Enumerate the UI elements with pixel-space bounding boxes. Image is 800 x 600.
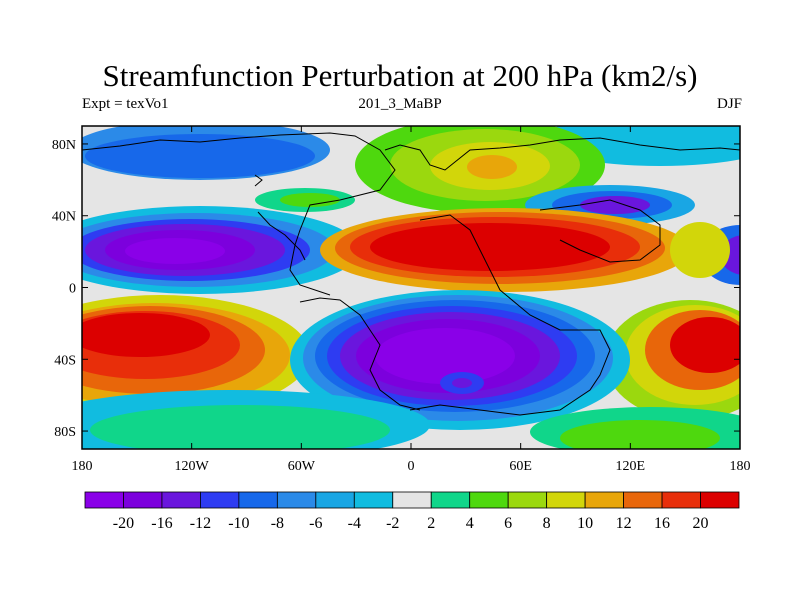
coastlines xyxy=(82,132,740,416)
colorbar-swatch xyxy=(276,491,317,509)
y-tick-label: 40S xyxy=(54,353,76,368)
y-axis: 80N 40N 0 40S 80S xyxy=(52,138,740,440)
colorbar-label: 6 xyxy=(504,515,512,532)
colorbar-swatch xyxy=(700,491,740,509)
colorbar-swatch xyxy=(584,491,624,509)
y-tick-label: 40N xyxy=(52,210,76,225)
colorbar-label: 8 xyxy=(543,515,551,532)
colorbar-label: -2 xyxy=(386,515,399,532)
x-axis: 180 120W 60W 0 60E 120E 180 xyxy=(72,126,751,474)
colorbar-swatch xyxy=(315,491,355,509)
colorbar-swatch xyxy=(546,491,586,509)
colorbar-label: -12 xyxy=(190,515,211,532)
colorbar-label: 4 xyxy=(466,515,474,532)
x-tick-label: 180 xyxy=(72,459,93,474)
colorbar-label: -10 xyxy=(228,515,249,532)
colorbar-swatch xyxy=(507,491,548,509)
colorbar-swatch xyxy=(238,491,278,509)
colorbar-swatch xyxy=(200,491,240,509)
colorbar-swatch xyxy=(661,491,701,509)
colorbar-label: 16 xyxy=(654,515,670,532)
contour-field xyxy=(82,126,740,449)
y-tick-label: 0 xyxy=(69,282,76,297)
x-tick-label: 0 xyxy=(408,459,415,474)
chart-title: Streamfunction Perturbation at 200 hPa (… xyxy=(102,58,698,93)
colorbar-swatch xyxy=(161,491,201,509)
x-tick-label: 120E xyxy=(616,459,646,474)
colorbar-swatch xyxy=(430,491,471,509)
colorbar-label: -8 xyxy=(271,515,284,532)
colorbar-label: -6 xyxy=(309,515,322,532)
colorbar-label: -20 xyxy=(113,515,134,532)
y-tick-label: 80N xyxy=(52,138,76,153)
x-tick-label: 180 xyxy=(730,459,751,474)
colorbar-swatch xyxy=(469,491,509,509)
colorbar: -20 -16 -12 -10 -8 -6 -4 -2 2 4 6 8 10 12 16 20 xyxy=(84,491,740,532)
colorbar-swatch xyxy=(623,491,663,509)
x-tick-label: 120W xyxy=(175,459,210,474)
colorbar-label: -16 xyxy=(151,515,172,532)
y-tick-label: 80S xyxy=(54,425,76,440)
colorbar-swatch xyxy=(84,491,124,509)
colorbar-swatch xyxy=(353,491,394,509)
x-tick-label: 60E xyxy=(509,459,532,474)
colorbar-swatch xyxy=(392,491,432,509)
colorbar-label: 12 xyxy=(616,515,632,532)
colorbar-label: 20 xyxy=(693,515,709,532)
colorbar-label: 2 xyxy=(427,515,435,532)
season-label: DJF xyxy=(716,96,742,112)
x-tick-label: 60W xyxy=(288,459,316,474)
colorbar-label: 10 xyxy=(577,515,593,532)
experiment-label: Expt = texVo1 xyxy=(82,96,169,112)
colorbar-label: -4 xyxy=(348,515,361,532)
case-label: 201_3_MaBP xyxy=(358,96,442,112)
colorbar-swatch xyxy=(123,491,163,509)
